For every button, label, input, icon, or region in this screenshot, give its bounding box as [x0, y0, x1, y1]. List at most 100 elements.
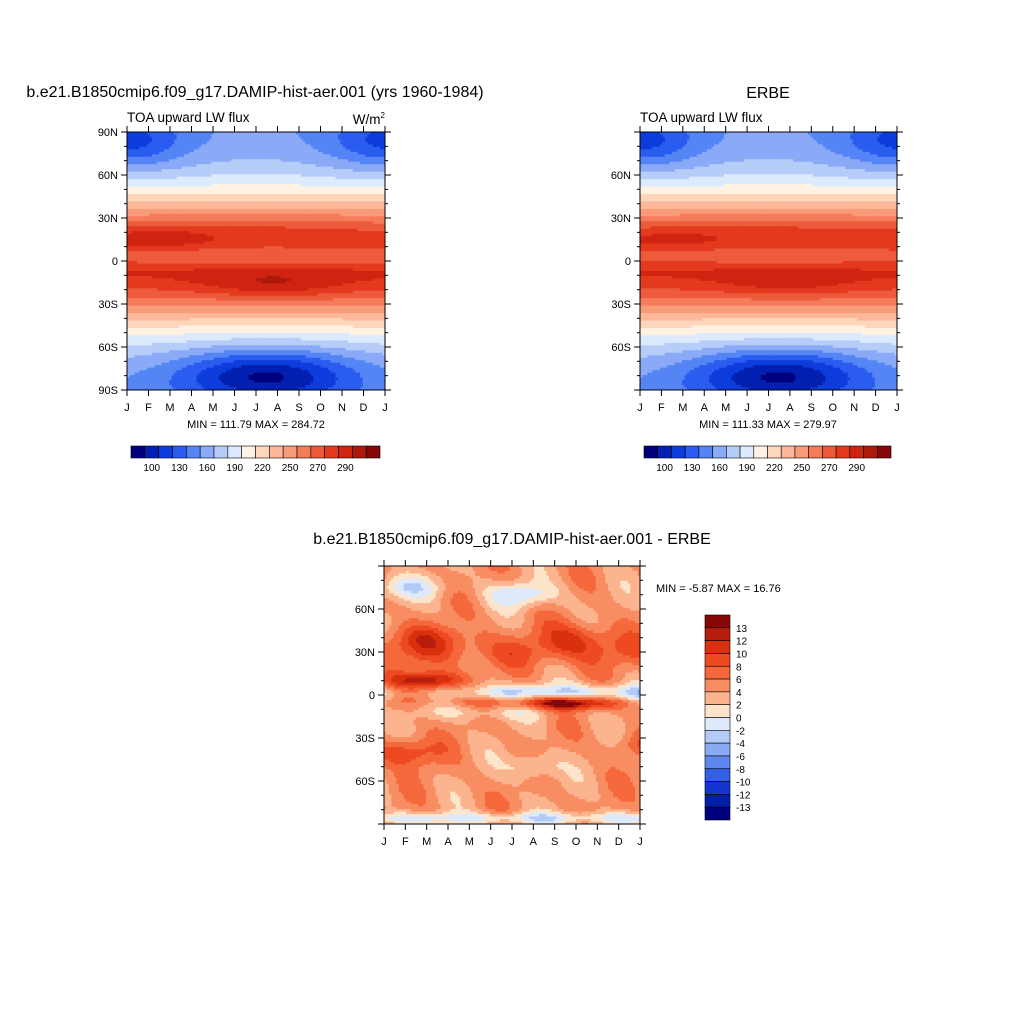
heatmap-cell: [256, 228, 260, 232]
heatmap-cell: [253, 194, 257, 198]
heatmap-cell: [151, 176, 155, 180]
heatmap-cell: [300, 179, 304, 183]
heatmap-cell: [241, 231, 245, 235]
heatmap-cell: [246, 166, 250, 170]
heatmap-cell: [315, 216, 319, 220]
heatmap-cell: [275, 156, 279, 160]
heatmap-cell: [136, 189, 140, 193]
heatmap-cell: [141, 181, 145, 185]
heatmap-cell: [295, 201, 299, 205]
heatmap-cell: [327, 228, 332, 232]
heatmap-cell: [231, 179, 235, 183]
heatmap-cell: [206, 194, 210, 198]
heatmap-cell: [263, 141, 267, 145]
heatmap-cell: [258, 154, 262, 158]
heatmap-cell: [260, 231, 265, 235]
heatmap-cell: [258, 134, 262, 138]
heatmap-cell: [310, 169, 314, 173]
heatmap-cell: [181, 236, 185, 240]
heatmap-cell: [273, 136, 277, 141]
heatmap-cell: [134, 218, 138, 222]
heatmap-cell: [298, 141, 302, 145]
heatmap-cell: [332, 179, 336, 183]
heatmap-cell: [365, 246, 369, 250]
heatmap-cell: [201, 174, 205, 178]
heatmap-cell: [236, 156, 240, 160]
heatmap-cell: [275, 186, 279, 190]
heatmap-cell: [221, 189, 225, 193]
heatmap-cell: [246, 248, 250, 252]
heatmap-cell: [315, 236, 319, 240]
heatmap-cell: [360, 161, 364, 165]
heatmap-cell: [231, 238, 235, 242]
heatmap-cell: [186, 154, 190, 158]
heatmap-cell: [360, 231, 364, 235]
heatmap-cell: [278, 174, 282, 178]
heatmap-cell: [355, 243, 359, 247]
heatmap-cell: [275, 201, 279, 205]
heatmap-cell: [218, 134, 222, 138]
heatmap-cell: [179, 213, 183, 217]
heatmap-cell: [241, 144, 245, 148]
heatmap-cell: [156, 134, 160, 138]
heatmap-cell: [370, 151, 374, 155]
heatmap-cell: [260, 191, 265, 195]
heatmap-cell: [310, 201, 314, 205]
heatmap-cell: [313, 236, 317, 240]
heatmap-cell: [144, 176, 148, 180]
heatmap-cell: [295, 136, 299, 141]
heatmap-cell: [345, 166, 349, 170]
heatmap-cell: [258, 171, 262, 175]
heatmap-cell: [248, 243, 252, 247]
heatmap-cell: [345, 146, 349, 150]
heatmap-cell: [352, 231, 356, 235]
heatmap-cell: [285, 238, 289, 242]
heatmap-cell: [238, 223, 242, 227]
heatmap-cell: [141, 236, 145, 240]
heatmap-cell: [278, 238, 282, 242]
heatmap-cell: [201, 139, 205, 143]
heatmap-cell: [360, 241, 364, 245]
heatmap-cell: [198, 201, 203, 205]
heatmap-cell: [315, 179, 319, 183]
heatmap-cell: [189, 213, 193, 217]
heatmap-cell: [275, 241, 279, 245]
heatmap-cell: [335, 194, 339, 198]
heatmap-cell: [141, 221, 145, 225]
heatmap-cell: [342, 223, 346, 227]
heatmap-cell: [131, 164, 136, 168]
heatmap-cell: [169, 211, 173, 215]
heatmap-cell: [206, 236, 210, 240]
heatmap-cell: [318, 221, 322, 225]
heatmap-cell: [151, 146, 155, 150]
heatmap-cell: [203, 161, 207, 165]
heatmap-cell: [164, 196, 168, 200]
heatmap-cell: [263, 166, 267, 170]
heatmap-cell: [256, 132, 260, 136]
heatmap-cell: [352, 144, 356, 148]
heatmap-cell: [198, 189, 203, 193]
heatmap-cell: [228, 233, 232, 237]
heatmap-cell: [380, 159, 384, 163]
heatmap-cell: [298, 174, 302, 178]
heatmap-cell: [265, 146, 269, 150]
heatmap-cell: [191, 151, 195, 155]
heatmap-cell: [171, 151, 175, 155]
heatmap-cell: [290, 186, 294, 190]
heatmap-cell: [146, 236, 150, 240]
heatmap-cell: [161, 134, 165, 138]
heatmap-cell: [268, 198, 272, 203]
heatmap-cell: [300, 149, 304, 153]
heatmap-cell: [136, 201, 140, 205]
heatmap-cell: [233, 241, 237, 245]
heatmap-cell: [265, 236, 269, 240]
heatmap-cell: [275, 243, 279, 247]
heatmap-cell: [370, 196, 374, 200]
heatmap-cell: [310, 146, 314, 150]
heatmap-cell: [156, 189, 160, 193]
heatmap-cell: [347, 241, 351, 245]
heatmap-cell: [308, 246, 312, 250]
heatmap-cell: [380, 146, 384, 150]
heatmap-cell: [246, 243, 250, 247]
heatmap-cell: [139, 144, 143, 148]
